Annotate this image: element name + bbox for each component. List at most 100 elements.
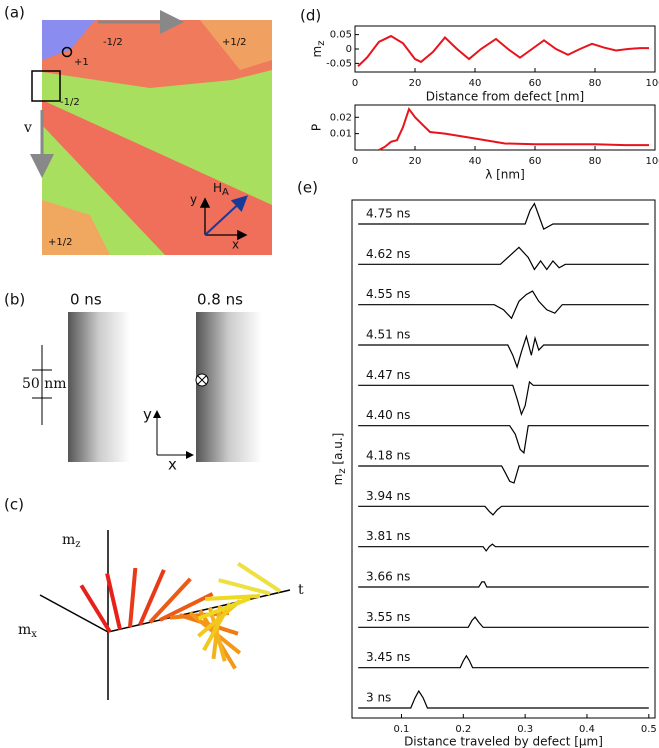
- plot-frame: [354, 104, 656, 151]
- panel-label: (c): [4, 496, 24, 514]
- field-label: HA: [213, 181, 229, 199]
- spin-arrow: [205, 594, 261, 602]
- trace: [358, 380, 649, 417]
- axis-label: y: [190, 193, 197, 207]
- x-tick-label: 80: [589, 78, 602, 89]
- panel-label: (e): [297, 179, 318, 197]
- axis-label: mz: [62, 532, 81, 550]
- spin-arrow: [105, 572, 122, 631]
- axis-title-part: m: [331, 474, 345, 486]
- panel-a: (a) -1/2 +1/2 +1 -1/2 +1/2 v HA y x: [4, 4, 272, 255]
- trace-label: 4.18 ns: [366, 449, 410, 463]
- axis-title: Distance traveled by defect [μm]: [404, 735, 603, 748]
- axis-label: x: [168, 456, 177, 474]
- panel-b: (b) 0 ns 0.8 ns 50 nm y x: [4, 291, 262, 474]
- spin-arrow: [236, 561, 282, 593]
- map-domain: [200, 20, 272, 70]
- time-label: 0 ns: [70, 291, 102, 309]
- field-arrow: [204, 195, 248, 236]
- panel-label: (b): [4, 291, 25, 309]
- y-tick-label: 0.05: [330, 30, 352, 41]
- x-tick-label: 80: [589, 156, 602, 167]
- x-tick-label: 0.3: [517, 724, 533, 735]
- spin-arrow: [159, 592, 214, 622]
- spin-arrow: [218, 578, 271, 596]
- charts: 0 20 40 60 80 100 (d) Distance from defect [nm]…: [297, 7, 659, 748]
- trace-label: 4.47 ns: [366, 368, 410, 382]
- axis-label: t: [298, 582, 304, 598]
- trace: [358, 505, 649, 516]
- axis-title-part: [a.u.]: [331, 433, 345, 469]
- trace: [358, 581, 649, 588]
- wall-image: [68, 312, 130, 462]
- charge-label: -1/2: [103, 37, 123, 48]
- map-domain: [42, 100, 272, 255]
- charge-label: +1: [74, 57, 89, 68]
- axis-title: mz [a.u.]: [331, 433, 349, 486]
- axis-title-part: z: [316, 41, 327, 46]
- panel-c: (c) mz mx t: [4, 496, 304, 700]
- spin-arrow: [148, 577, 192, 624]
- wall-image: [196, 312, 262, 462]
- x-tick-label: 60: [529, 156, 542, 167]
- trace-label: 3 ns: [366, 691, 391, 705]
- zoom-box: [31, 70, 61, 102]
- spin-arrow: [138, 569, 166, 626]
- data-line: [378, 106, 649, 151]
- defect-marker: [61, 46, 73, 58]
- charge-label: +1/2: [48, 237, 72, 248]
- x-tick-label: 0: [352, 78, 358, 89]
- map-domain: [42, 200, 110, 255]
- x-tick-label: 40: [469, 78, 482, 89]
- x-tick-label: 60: [529, 78, 542, 89]
- core-marker: [197, 375, 207, 385]
- y-tick-label: -0.05: [326, 58, 352, 69]
- trace: [358, 290, 649, 320]
- trace: [358, 246, 649, 271]
- axis-title: λ [nm]: [485, 168, 525, 182]
- x-tick-label: 100: [645, 78, 659, 89]
- spin-arrow: [197, 596, 251, 621]
- axis-label: mx: [18, 622, 37, 640]
- plot-frame: [351, 199, 656, 719]
- trace-label: 4.40 ns: [366, 408, 410, 422]
- charge-label: -1/2: [60, 97, 80, 108]
- trace-label: 3.94 ns: [366, 489, 410, 503]
- axis-title: P: [310, 124, 324, 131]
- x-tick-label: 40: [469, 156, 482, 167]
- trace: [358, 334, 649, 370]
- axis-line: [39, 594, 109, 633]
- trace: [358, 543, 649, 552]
- x-tick-label: 0: [352, 156, 358, 167]
- panel-label: (d): [300, 7, 321, 25]
- trace: [358, 465, 649, 484]
- trace-label: 4.62 ns: [366, 247, 410, 261]
- trace: [358, 654, 649, 669]
- trace-label: 3.81 ns: [366, 529, 410, 543]
- trace-label: 3.66 ns: [366, 570, 410, 584]
- axis-title: Distance from defect [nm]: [426, 90, 584, 104]
- x-tick-label: 20: [409, 156, 422, 167]
- axis-label: y: [143, 406, 152, 424]
- map-domain: [42, 20, 95, 60]
- x-tick-label: 20: [409, 78, 422, 89]
- spin-arrows: [79, 561, 282, 670]
- spin-arrow: [211, 605, 222, 660]
- data-line: [357, 34, 649, 67]
- x-tick-label: 0.4: [579, 724, 595, 735]
- y-tick-label: 0.02: [330, 112, 352, 123]
- trace-label: 4.55 ns: [366, 287, 410, 301]
- scale-label: 50 nm: [22, 376, 67, 392]
- trace: [358, 689, 649, 709]
- axis-title-part: z: [337, 468, 348, 473]
- trace-label: 4.51 ns: [366, 328, 410, 342]
- trace-label: 3.45 ns: [366, 650, 410, 664]
- trace: [358, 202, 649, 230]
- spin-arrow: [128, 567, 138, 628]
- velocity-label: v: [23, 120, 32, 136]
- y-tick-label: 0.01: [330, 129, 352, 140]
- x-tick-label: 100: [645, 156, 659, 167]
- time-label: 0.8 ns: [197, 291, 243, 309]
- x-tick-label: 0.2: [455, 724, 471, 735]
